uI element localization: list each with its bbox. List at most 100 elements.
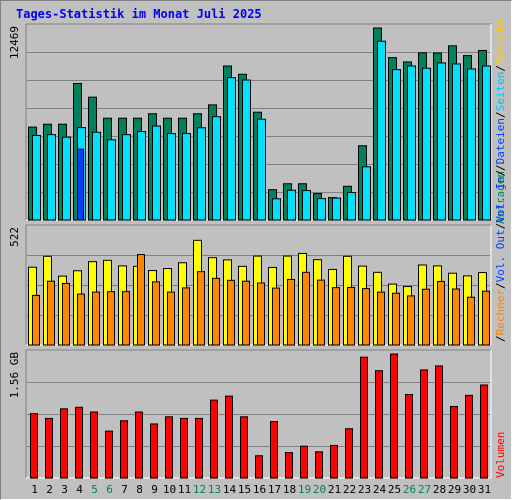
bar-rechner <box>182 287 190 346</box>
bar-rechner <box>92 291 100 346</box>
bar-dateien <box>62 136 71 221</box>
bar-volumen <box>195 417 203 479</box>
bar-dateien <box>47 134 56 221</box>
legend-label: /Rechner/Vol. Out/Vol. In/ <box>494 170 507 342</box>
legend-entry: / <box>494 111 507 118</box>
bar-dateien <box>467 68 476 221</box>
bar-dateien <box>122 134 131 221</box>
legend-entry: / <box>494 223 507 230</box>
legend-entry: Rechner <box>494 289 507 336</box>
bar-rechner <box>287 278 295 346</box>
day-label: 22 <box>343 483 356 496</box>
bar-dateien <box>197 127 206 221</box>
bar-rechner <box>212 277 220 346</box>
bar-rechner <box>32 294 40 346</box>
bar-volumen <box>120 420 128 479</box>
day-label: 12 <box>193 483 206 496</box>
bar-volumen <box>45 417 53 479</box>
day-label: 3 <box>61 483 68 496</box>
bar-dateien <box>272 198 281 221</box>
bar-rechner <box>47 280 55 346</box>
bar-rechner <box>392 292 400 346</box>
bar-dateien <box>332 197 341 221</box>
bar-rechner <box>167 291 175 346</box>
legend-label: Volumen <box>494 432 507 478</box>
bar-volumen <box>435 365 443 479</box>
legend-entry: Dateien <box>494 118 507 164</box>
bar-volumen <box>225 395 233 479</box>
day-label: 10 <box>163 483 176 496</box>
bar-volumen <box>315 451 323 479</box>
bar-dateien <box>392 69 401 221</box>
page-title: Tages-Statistik im Monat Juli 2025 <box>16 7 262 21</box>
day-label: 31 <box>478 483 491 496</box>
bar-volumen <box>300 445 308 479</box>
bar-volumen <box>240 416 248 479</box>
bar-dateien <box>317 198 326 221</box>
bar-rechner <box>467 296 475 346</box>
day-label: 11 <box>178 483 191 496</box>
bar-volumen <box>375 370 383 479</box>
bar-dateien <box>212 116 221 221</box>
bar-dateien <box>452 63 461 221</box>
legend-entry: Anfragen <box>494 171 507 224</box>
bar-dateien <box>347 191 356 221</box>
day-label: 13 <box>208 483 221 496</box>
bar-rechner <box>152 281 160 346</box>
bar-seiten <box>77 148 84 221</box>
bar-volumen <box>480 384 488 479</box>
bar-rechner <box>257 282 265 346</box>
day-label: 15 <box>238 483 251 496</box>
bar-dateien <box>377 40 386 221</box>
bar-dateien <box>182 132 191 221</box>
bar-dateien <box>287 189 296 221</box>
legend-label: Anfragen/Dateien/Seiten/Besuche <box>494 19 507 224</box>
bar-dateien <box>422 67 431 221</box>
legend-entry: / <box>494 164 507 171</box>
day-label: 27 <box>418 483 431 496</box>
day-label: 16 <box>253 483 266 496</box>
bar-rechner <box>482 290 490 346</box>
bar-dateien <box>107 139 116 221</box>
day-label: 2 <box>46 483 53 496</box>
bar-volumen <box>75 406 83 479</box>
day-label: 19 <box>298 483 311 496</box>
bar-volumen <box>255 455 263 479</box>
legend-entry: Vol. In <box>494 176 507 222</box>
day-label: 8 <box>136 483 143 496</box>
bar-volumen <box>90 411 98 479</box>
bar-dateien <box>92 131 101 221</box>
bar-dateien <box>242 79 251 221</box>
bar-volumen <box>360 356 368 479</box>
bar-rechner <box>77 293 85 346</box>
bar-rechner <box>242 280 250 346</box>
bar-dateien <box>437 62 446 221</box>
day-label: 6 <box>106 483 113 496</box>
bar-rechner <box>197 271 205 346</box>
bar-volumen <box>150 423 158 479</box>
bar-dateien <box>302 190 311 221</box>
legend-entry: / <box>494 65 507 72</box>
bar-rechner <box>437 280 445 346</box>
day-label: 29 <box>448 483 461 496</box>
legend-entry: Seiten <box>494 72 507 112</box>
bar-volumen <box>30 413 38 479</box>
bar-dateien <box>257 118 266 221</box>
day-label: 21 <box>328 483 341 496</box>
day-label: 20 <box>313 483 326 496</box>
bar-volumen <box>285 452 293 479</box>
bar-rechner <box>272 287 280 346</box>
legend-entry: / <box>494 282 507 289</box>
bar-dateien <box>362 166 371 221</box>
day-label: 23 <box>358 483 371 496</box>
bar-volumen <box>180 417 188 479</box>
legend-entry: Volumen <box>494 432 507 478</box>
bar-rechner <box>362 288 370 346</box>
day-label: 1 <box>31 483 38 496</box>
bar-dateien <box>152 125 161 221</box>
bar-volumen <box>105 430 113 479</box>
bar-rechner <box>122 291 130 346</box>
bar-rechner <box>407 295 415 346</box>
bar-rechner <box>107 291 115 346</box>
bar-rechner <box>302 271 310 346</box>
